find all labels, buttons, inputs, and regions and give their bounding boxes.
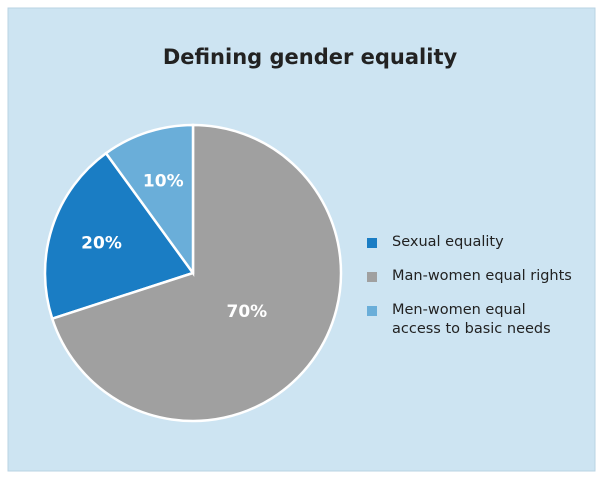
slice-label: 70%	[227, 302, 268, 322]
pie-slice	[43, 151, 196, 321]
legend-label: Man-women equal rights	[392, 268, 572, 284]
legend-swatch	[367, 238, 377, 248]
chart-title: Defining gender equality	[163, 45, 458, 69]
slice-label: 20%	[81, 233, 122, 253]
legend-label: Sexual equality	[392, 234, 504, 250]
legend-swatch	[367, 272, 377, 282]
pie-slice	[50, 123, 343, 423]
legend-label: Men-women equal access to basic needs	[392, 302, 551, 337]
legend-swatch	[367, 306, 377, 316]
pie-slice	[104, 123, 195, 277]
slice-label: 10%	[143, 172, 184, 192]
